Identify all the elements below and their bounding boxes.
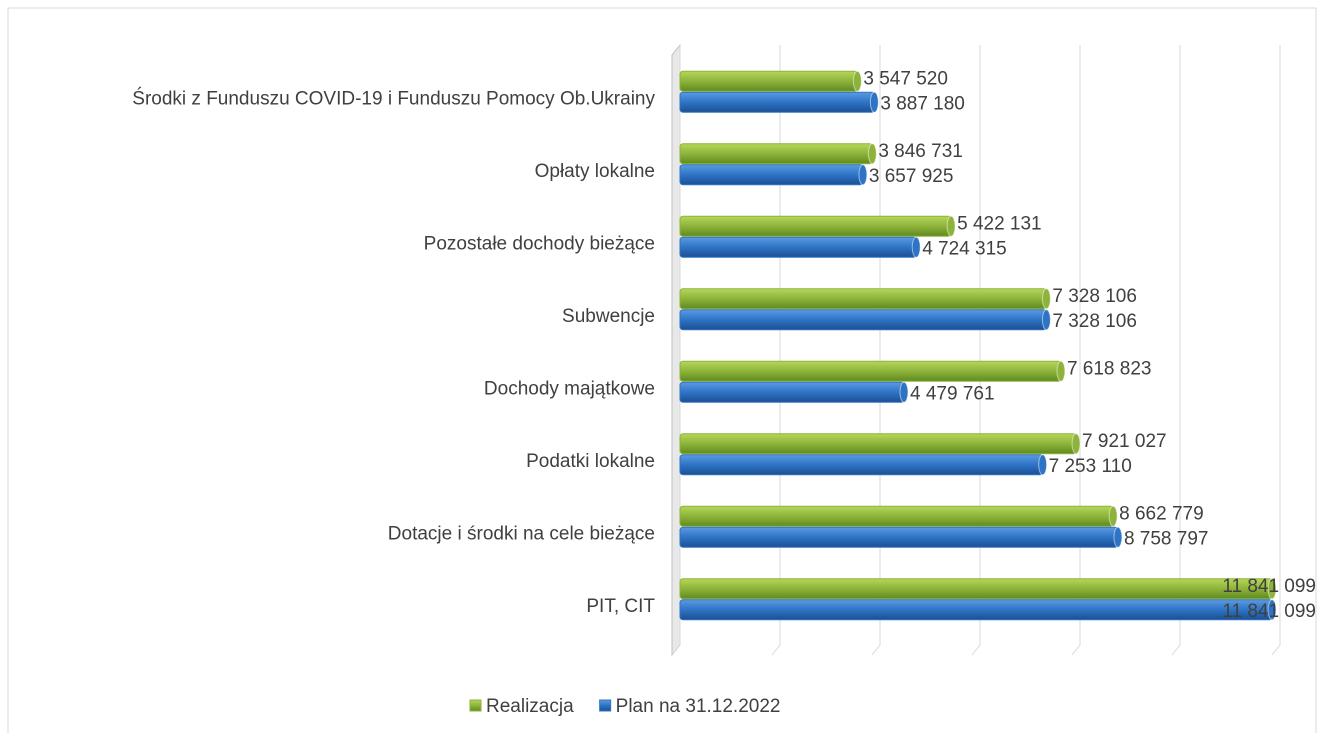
bar	[679, 70, 858, 92]
y-tick-label: Środki z Funduszu COVID-19 i Funduszu Po…	[132, 87, 655, 109]
bar-cap	[911, 236, 921, 258]
y-tick-label: Podatki lokalne	[526, 451, 655, 472]
grid-line	[1071, 45, 1081, 656]
value-label: 3 846 731	[878, 141, 963, 162]
bar	[679, 143, 873, 165]
value-label: 11 841 099	[1222, 601, 1316, 622]
grid-line	[871, 45, 881, 656]
y-tick-label: Pozostałe dochody bieżące	[424, 233, 655, 254]
bar	[679, 236, 917, 258]
value-label: 7 328 106	[1052, 286, 1137, 307]
grid-line	[1271, 45, 1281, 656]
bar-cap	[1041, 309, 1051, 331]
bar-cap	[899, 381, 909, 403]
bar	[679, 433, 1077, 455]
value-label: 5 422 131	[957, 213, 1042, 234]
legend-swatch	[599, 699, 612, 712]
value-label: 3 887 180	[880, 93, 965, 114]
bar	[679, 578, 1273, 600]
bar-cap	[1113, 526, 1123, 548]
bar	[679, 309, 1047, 331]
bar	[679, 164, 864, 186]
bar-cap	[946, 215, 956, 237]
bar-cap	[852, 70, 862, 92]
grid-line	[971, 45, 981, 656]
value-label: 8 662 779	[1119, 503, 1204, 524]
bar-cap	[1041, 288, 1051, 310]
y-tick-label: Subwencje	[562, 306, 655, 327]
y-tick-label: Dochody majątkowe	[484, 378, 655, 399]
y-tick-label: PIT, CIT	[586, 596, 655, 617]
legend-label: Realizacja	[486, 696, 574, 717]
bar-cap	[1108, 505, 1118, 527]
bar	[679, 91, 875, 113]
value-label: 3 547 520	[863, 68, 948, 89]
grid-line	[1171, 45, 1181, 656]
bar-cap	[1267, 599, 1277, 621]
grid-line	[771, 45, 781, 656]
value-label: 8 758 797	[1124, 528, 1209, 549]
bar-cap	[1056, 360, 1066, 382]
bar	[679, 599, 1273, 621]
y-tick-label: Dotacje i środki na cele bieżące	[388, 523, 655, 544]
bar	[679, 288, 1047, 310]
chart-frame	[7, 7, 1317, 733]
value-label: 7 253 110	[1049, 456, 1132, 477]
value-label: 7 328 106	[1052, 311, 1137, 332]
bar-cap	[867, 143, 877, 165]
legend-swatch	[469, 699, 482, 712]
bar	[679, 215, 952, 237]
side-wall	[671, 43, 681, 657]
value-label: 4 479 761	[910, 383, 995, 404]
value-label: 11 841 099	[1222, 576, 1316, 597]
y-tick-label: Opłaty lokalne	[535, 161, 655, 182]
legend-label: Plan na 31.12.2022	[616, 696, 781, 717]
bar-cap	[1267, 578, 1277, 600]
bar	[679, 360, 1062, 382]
value-label: 4 724 315	[922, 238, 1007, 259]
bar	[679, 505, 1114, 527]
bar	[679, 381, 905, 403]
bar	[679, 454, 1044, 476]
value-label: 7 618 823	[1067, 358, 1152, 379]
bar	[679, 526, 1119, 548]
bar-cap	[1071, 433, 1081, 455]
value-label: 3 657 925	[869, 166, 954, 187]
bar-cap	[1038, 454, 1048, 476]
bar-cap	[858, 164, 868, 186]
value-label: 7 921 027	[1082, 431, 1167, 452]
bar-cap	[869, 91, 879, 113]
